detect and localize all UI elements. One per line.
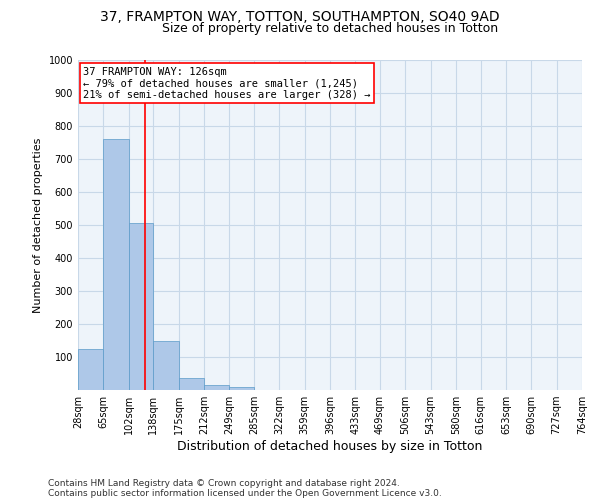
Bar xyxy=(78,349,103,390)
Bar xyxy=(154,340,179,390)
Text: 37 FRAMPTON WAY: 126sqm
← 79% of detached houses are smaller (1,245)
21% of semi: 37 FRAMPTON WAY: 126sqm ← 79% of detache… xyxy=(83,66,371,100)
Bar xyxy=(128,224,154,390)
Bar xyxy=(229,388,254,390)
Y-axis label: Number of detached properties: Number of detached properties xyxy=(33,138,43,312)
X-axis label: Distribution of detached houses by size in Totton: Distribution of detached houses by size … xyxy=(178,440,482,453)
Title: Size of property relative to detached houses in Totton: Size of property relative to detached ho… xyxy=(162,22,498,35)
Text: 37, FRAMPTON WAY, TOTTON, SOUTHAMPTON, SO40 9AD: 37, FRAMPTON WAY, TOTTON, SOUTHAMPTON, S… xyxy=(100,10,500,24)
Bar xyxy=(103,139,128,390)
Text: Contains public sector information licensed under the Open Government Licence v3: Contains public sector information licen… xyxy=(48,488,442,498)
Bar xyxy=(179,378,204,390)
Bar xyxy=(204,385,229,390)
Text: Contains HM Land Registry data © Crown copyright and database right 2024.: Contains HM Land Registry data © Crown c… xyxy=(48,478,400,488)
